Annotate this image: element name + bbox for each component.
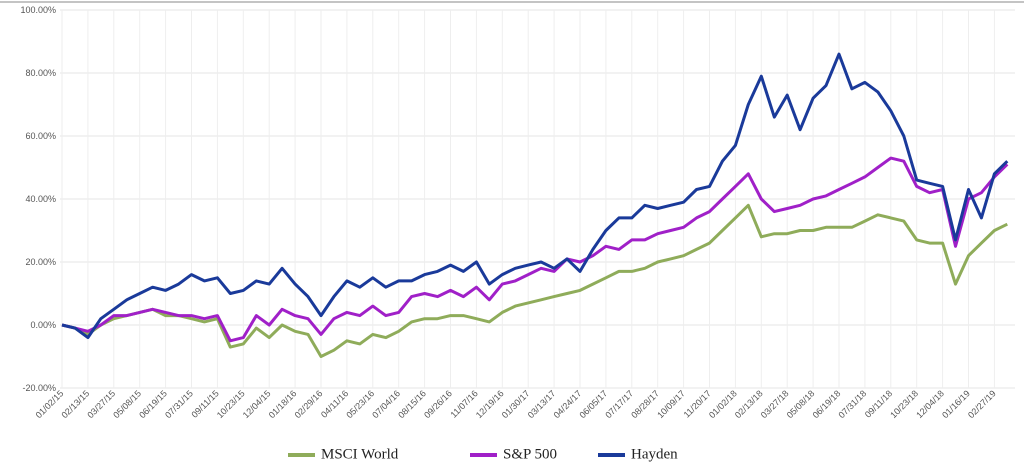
y-tick-label: 0.00%	[30, 320, 56, 330]
legend-label: S&P 500	[503, 446, 557, 462]
legend-label: MSCI World	[321, 446, 399, 462]
series-line	[61, 156, 1009, 343]
axes: -20.00% 0.00% 20.00% 40.00% 60.00% 80.00% 100.…	[20, 5, 997, 420]
x-tick-label: 07/31/15	[163, 388, 195, 420]
legend-label: Hayden	[631, 446, 678, 462]
y-tick-label: 100.00%	[20, 5, 56, 15]
series-line	[61, 52, 1009, 340]
x-tick-label: 02/29/16	[293, 388, 325, 420]
y-tick-label: 60.00%	[25, 131, 56, 141]
series-line	[61, 203, 1008, 358]
y-tick-label: 20.00%	[25, 257, 56, 267]
grid	[60, 9, 1015, 389]
y-tick-label: -20.00%	[22, 383, 56, 393]
x-tick-label: 07/31/18	[836, 388, 868, 420]
x-tick-label: 10/09/17	[655, 388, 687, 420]
x-tick-label: 02/27/19	[966, 388, 998, 420]
y-tick-label: 40.00%	[25, 194, 56, 204]
legend: MSCI World S&P 500 Hayden	[288, 446, 678, 462]
x-tick-label: 09/26/16	[422, 388, 454, 420]
y-tick-label: 80.00%	[25, 68, 56, 78]
lines	[61, 52, 1009, 358]
